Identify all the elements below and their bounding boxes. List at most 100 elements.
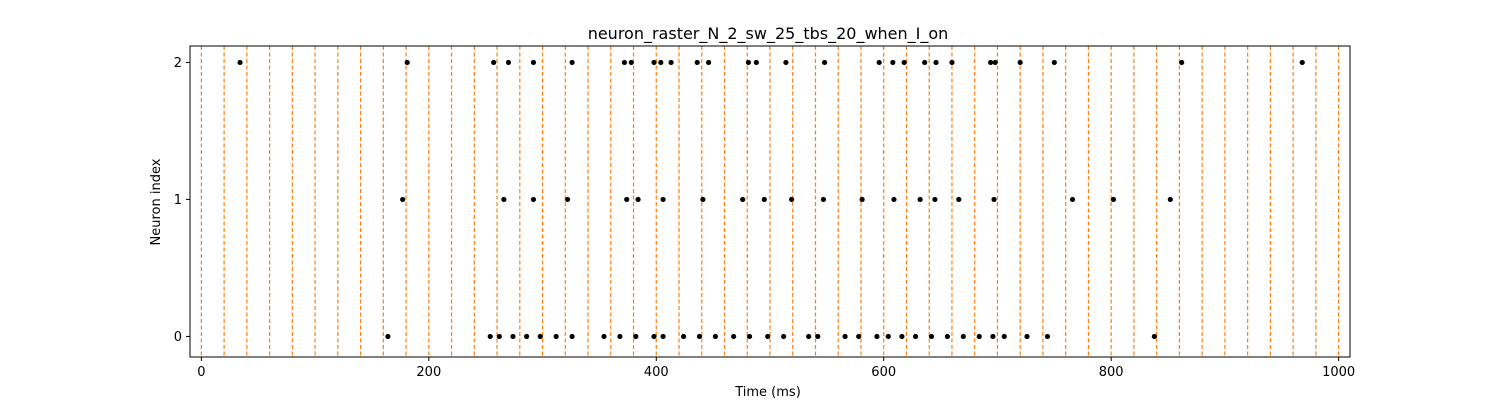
spike-dot [912, 333, 919, 340]
spike-dot [976, 333, 982, 340]
spike-dot [917, 196, 923, 203]
spike-dot [501, 196, 507, 203]
spike-dot [783, 59, 789, 66]
spike-dot [530, 196, 537, 203]
spike-dot [1001, 333, 1007, 340]
x-tick-label: 1000 [1322, 365, 1355, 380]
spike-dot [553, 333, 559, 340]
spike-dot [1024, 333, 1030, 340]
spike-dot [694, 59, 700, 66]
spike-dot [781, 333, 787, 340]
x-axis-label: Time (ms) [734, 385, 801, 400]
spike-dot [859, 196, 865, 203]
spike-dot [705, 59, 712, 66]
spike-dot [1051, 59, 1057, 66]
spike-dot [990, 333, 996, 340]
spike-dot [890, 59, 896, 66]
spike-dot [712, 333, 719, 340]
spike-dot [874, 333, 880, 340]
y-tick-label: 2 [174, 56, 182, 71]
axes-frame [189, 45, 1351, 358]
spike-dot [891, 196, 897, 203]
spike-dot [237, 59, 243, 66]
spike-dot [564, 196, 571, 203]
spike-dot [842, 333, 848, 340]
spike-dot [956, 196, 962, 203]
y-axis-label: Neuron index [149, 158, 164, 245]
spike-dot [789, 196, 795, 203]
spike-dot [651, 59, 657, 66]
spike-dot [491, 59, 497, 66]
spike-dot [1110, 196, 1117, 203]
spike-dot [1069, 196, 1076, 203]
spike-dot [992, 59, 998, 66]
spike-dot [530, 59, 537, 66]
y-tick-label: 0 [174, 330, 182, 345]
spike-dot [731, 333, 737, 340]
spike-dot [960, 333, 966, 340]
spike-dot [617, 333, 623, 340]
spike-dot [815, 333, 821, 340]
spike-dot [510, 333, 516, 340]
spike-dot [765, 333, 771, 340]
spike-dot [991, 196, 997, 203]
spike-dot [899, 333, 905, 340]
spike-dot [746, 333, 753, 340]
spike-dot [696, 333, 703, 340]
x-tick-label: 200 [416, 365, 441, 380]
spike-dot [537, 333, 543, 340]
spike-dot [1017, 59, 1023, 66]
spike-dot [660, 196, 666, 203]
spike-dot [876, 59, 882, 66]
spike-dot [569, 333, 575, 340]
x-tick-label: 400 [644, 365, 669, 380]
spike-dot [1151, 333, 1157, 340]
spike-dot [885, 333, 891, 340]
spike-dot [635, 196, 641, 203]
spike-dot [753, 59, 759, 66]
spike-dot [651, 333, 657, 340]
spike-dot [624, 196, 630, 203]
spike-dot [658, 59, 664, 66]
spike-dot [496, 333, 502, 340]
spike-dot [1044, 333, 1051, 340]
spike-dot [621, 59, 628, 66]
spike-dot [601, 333, 607, 340]
spike-dot [922, 59, 928, 66]
spike-dot [856, 333, 862, 340]
spike-dot [1179, 59, 1185, 66]
spike-dot [933, 59, 939, 66]
spike-dot [740, 196, 746, 203]
spike-dot [928, 333, 935, 340]
spike-dot [988, 59, 994, 66]
spike-dot [949, 59, 955, 66]
spike-dot [569, 59, 575, 66]
spike-dot [633, 333, 639, 340]
x-tick-label: 0 [197, 365, 205, 380]
spike-dot [700, 196, 706, 203]
spike-dot [806, 333, 812, 340]
spike-dot [628, 59, 634, 66]
spike-dot [505, 59, 512, 66]
spike-dot [821, 59, 828, 66]
spike-dot [1299, 59, 1305, 66]
spike-dot [680, 333, 687, 340]
chart-title: neuron_raster_N_2_sw_25_tbs_20_when_I_on [588, 24, 949, 44]
spike-dot [932, 196, 938, 203]
spike-dot [487, 333, 493, 340]
spike-dot [820, 196, 827, 203]
spike-dot [761, 196, 767, 203]
spike-dot [385, 333, 391, 340]
x-tick-label: 800 [1099, 365, 1124, 380]
spike-dot [524, 333, 530, 340]
plot-area: 0 200 400 600 800 1000 0 1 2 [174, 45, 1355, 380]
spike-dot [668, 59, 674, 66]
spike-dot [745, 59, 751, 66]
spike-dot [901, 59, 907, 66]
spike-dot [404, 59, 410, 66]
spike-dot [400, 196, 406, 203]
spike-dot [660, 333, 666, 340]
